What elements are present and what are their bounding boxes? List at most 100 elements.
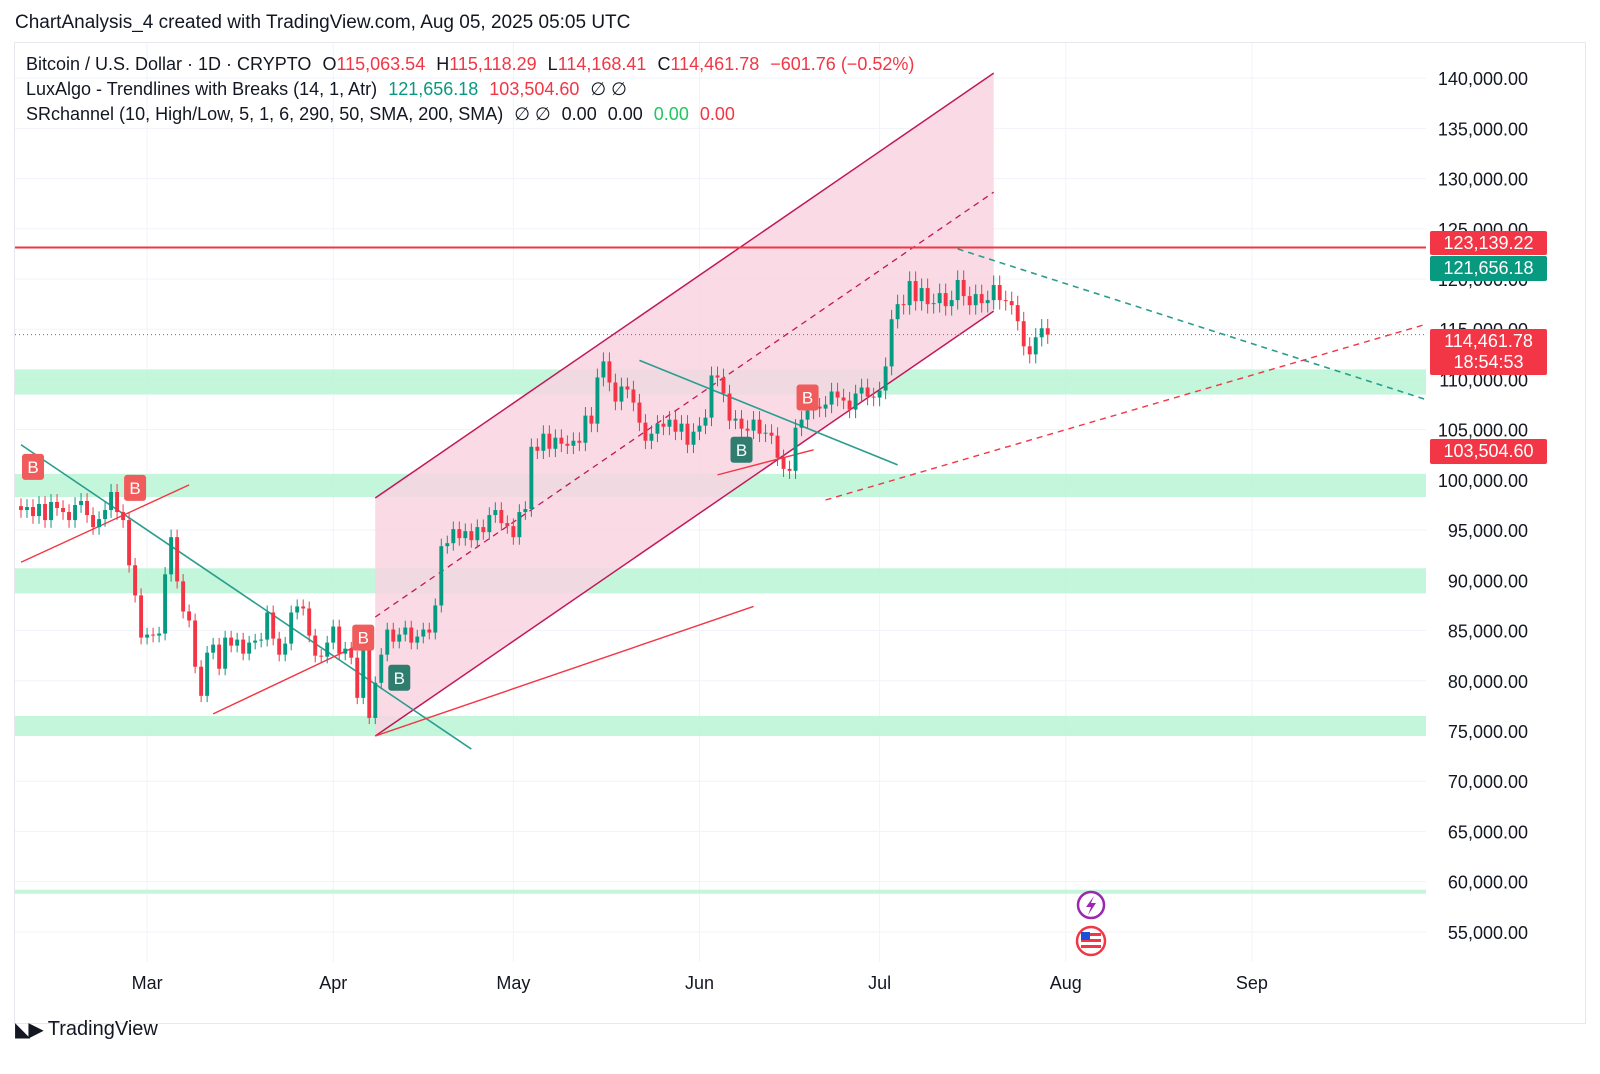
candle	[769, 424, 774, 445]
candle	[19, 498, 23, 518]
candle-body	[67, 512, 71, 521]
candle	[883, 357, 888, 400]
indicator-value-1: 0.00	[561, 104, 597, 124]
candle-body	[883, 366, 888, 391]
candle-body	[73, 505, 77, 521]
candle-body	[835, 391, 840, 398]
event-icons[interactable]	[1075, 890, 1107, 957]
candle	[661, 415, 666, 436]
candle-body	[673, 419, 678, 432]
candle	[799, 411, 804, 437]
break-up-signal: B	[388, 664, 411, 691]
srchannel-legend-row[interactable]: SRchannel (10, High/Low, 5, 1, 6, 290, 5…	[26, 102, 920, 127]
candle-body	[817, 406, 822, 409]
candle	[667, 411, 672, 436]
candle-body	[541, 433, 546, 451]
candle-body	[925, 288, 930, 305]
candle-body	[253, 640, 258, 643]
candle-body	[349, 648, 354, 658]
candle	[469, 523, 474, 548]
candle	[49, 494, 53, 528]
candle	[511, 518, 516, 545]
candle	[739, 410, 744, 438]
candle-body	[607, 361, 612, 383]
candle	[115, 484, 120, 520]
candle-body	[205, 652, 210, 696]
candle-body	[235, 639, 240, 646]
candle	[241, 632, 246, 661]
candle	[271, 605, 276, 646]
candle	[595, 368, 600, 433]
candle-body	[325, 642, 330, 657]
candle-body	[277, 638, 282, 655]
symbol-legend-row[interactable]: Bitcoin / U.S. Dollar · 1D · CRYPTO O115…	[26, 52, 920, 77]
candle-body	[571, 440, 576, 446]
candle	[937, 283, 942, 313]
candle-body	[271, 612, 276, 639]
candle-body	[751, 419, 756, 431]
candle	[445, 535, 450, 554]
candle-body	[763, 432, 768, 434]
candle	[103, 502, 108, 527]
us-flag-event-icon[interactable]	[1075, 925, 1107, 957]
candle	[823, 395, 828, 418]
candle	[247, 635, 252, 661]
candle	[1003, 290, 1008, 311]
candle-body	[19, 506, 23, 511]
candle-body	[259, 639, 264, 641]
candle-body	[151, 634, 156, 636]
y-tick-label: 90,000.00	[1448, 571, 1528, 591]
candle	[535, 438, 540, 460]
chart-frame[interactable]	[14, 42, 1586, 1024]
candle-body	[727, 393, 732, 421]
candle-body	[889, 319, 894, 367]
candle	[451, 521, 456, 551]
candle-body	[247, 642, 252, 654]
candle-body	[877, 390, 882, 398]
break-down-signal: B	[22, 453, 45, 480]
candle	[871, 387, 876, 407]
candle	[691, 423, 696, 454]
candle-body	[241, 639, 246, 654]
candle-body	[109, 491, 114, 511]
grid-lines	[15, 43, 1426, 962]
candle	[643, 414, 648, 450]
trendlines	[15, 246, 1427, 750]
brand-name: TradingView	[47, 1018, 158, 1040]
candle-body	[103, 510, 108, 520]
candle	[487, 507, 492, 540]
candle-body	[631, 389, 636, 403]
indicator-name: LuxAlgo - Trendlines with Breaks (14, 1,…	[26, 79, 378, 99]
candle-body	[565, 443, 570, 446]
candle	[925, 278, 930, 314]
teal-trendline	[957, 248, 1427, 401]
candle-body	[949, 300, 954, 307]
candle	[877, 381, 882, 407]
candle	[1039, 318, 1044, 347]
y-tick-label: 140,000.00	[1438, 69, 1528, 89]
candle	[427, 622, 432, 640]
lightning-event-icon[interactable]	[1076, 890, 1106, 920]
candle	[139, 588, 144, 645]
candle-body	[289, 612, 294, 644]
candle-body	[463, 531, 468, 539]
candle-body	[553, 437, 558, 449]
candle-body	[373, 682, 378, 718]
tradingview-logo[interactable]: ◣▶ TradingView	[15, 1017, 158, 1042]
candle-body	[871, 396, 876, 398]
candle-body	[391, 629, 396, 642]
teal-trendline	[20, 444, 472, 750]
break-down-signal: B	[796, 384, 819, 411]
candle-body	[793, 427, 798, 471]
candle-body	[403, 627, 408, 635]
y-tick-label: 80,000.00	[1448, 672, 1528, 692]
candle-body	[25, 507, 29, 511]
candle-body	[643, 422, 648, 441]
luxalgo-legend-row[interactable]: LuxAlgo - Trendlines with Breaks (14, 1,…	[26, 77, 920, 102]
price-axis[interactable]: 140,000.00135,000.00130,000.00125,000.00…	[1438, 69, 1528, 943]
candle-body	[493, 510, 498, 516]
candle-body	[967, 296, 972, 306]
time-axis[interactable]: Mar Apr May Jun Jul Aug Sep	[132, 973, 1268, 993]
candle	[403, 620, 408, 642]
